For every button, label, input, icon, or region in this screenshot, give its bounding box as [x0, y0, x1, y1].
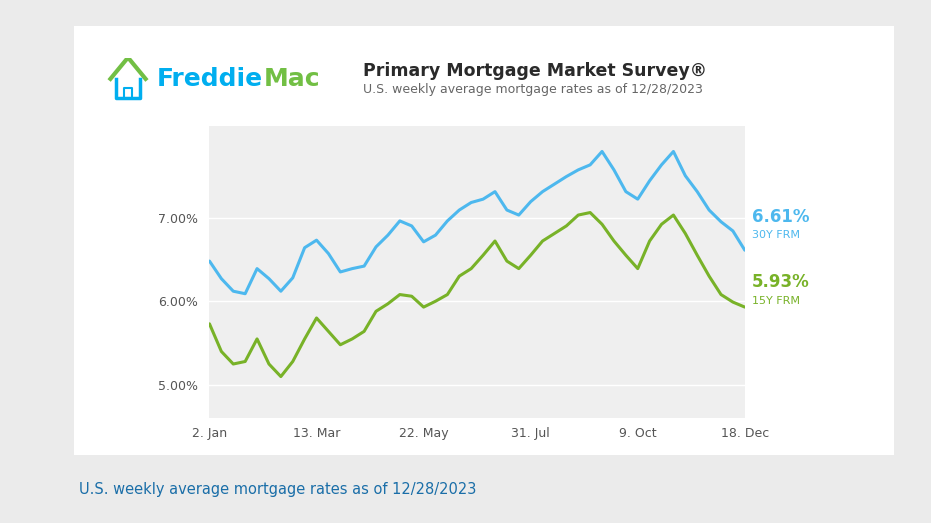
Text: U.S. weekly average mortgage rates as of 12/28/2023: U.S. weekly average mortgage rates as of… [363, 84, 703, 96]
Text: U.S. weekly average mortgage rates as of 12/28/2023: U.S. weekly average mortgage rates as of… [79, 482, 477, 496]
Text: 15Y FRM: 15Y FRM [752, 295, 801, 306]
Text: Freddie: Freddie [156, 67, 263, 92]
Text: 5.93%: 5.93% [752, 274, 810, 291]
Text: Mac: Mac [263, 67, 320, 92]
Text: 6.61%: 6.61% [752, 208, 810, 226]
Text: 30Y FRM: 30Y FRM [752, 230, 801, 241]
Text: Primary Mortgage Market Survey®: Primary Mortgage Market Survey® [363, 62, 707, 79]
